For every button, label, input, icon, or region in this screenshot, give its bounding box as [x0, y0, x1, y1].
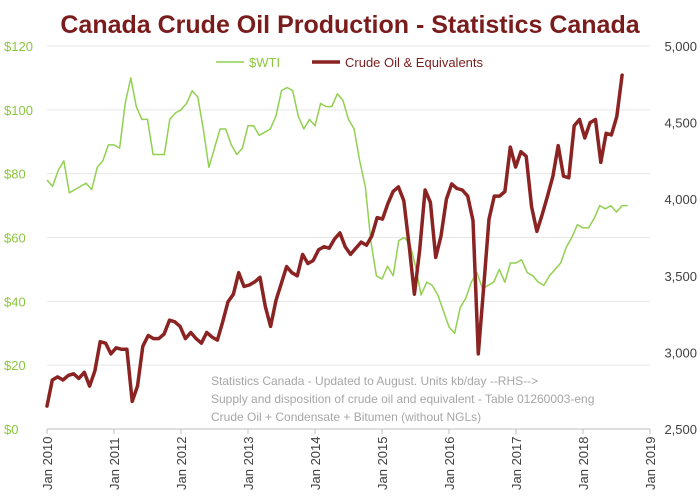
left-axis-ticks: $0 $20 $40 $60 $80 $100 $120 [4, 39, 33, 437]
left-tick-label: $60 [4, 231, 26, 246]
x-axis-ticks: Jan 2010 Jan 2011 Jan 2012 Jan 2013 Jan 2014… [40, 429, 658, 490]
right-axis-ticks: 2,500 3,000 3,500 4,000 4,500 5,000 [664, 39, 697, 437]
annotation-line-3: Crude Oil + Condensate + Bitumen (withou… [211, 410, 481, 424]
legend-label-wti: $WTI [249, 55, 280, 70]
legend-label-crude-oil: Crude Oil & Equivalents [345, 55, 484, 70]
left-tick-label: $0 [4, 422, 18, 437]
legend: $WTI Crude Oil & Equivalents [216, 55, 484, 70]
x-tick-label: Jan 2012 [174, 437, 189, 491]
right-tick-label: 3,500 [664, 269, 697, 284]
x-tick-label: Jan 2011 [107, 437, 122, 490]
series-line-crude-oil [45, 73, 624, 408]
x-tick-label: Jan 2010 [40, 437, 55, 491]
left-tick-label: $80 [4, 167, 26, 182]
annotation-line-2: Supply and disposition of crude oil and … [211, 392, 594, 406]
series-line-wti [46, 77, 628, 335]
left-tick-label: $40 [4, 294, 26, 309]
x-tick-label: Jan 2017 [509, 437, 524, 491]
x-tick-label: Jan 2013 [241, 437, 256, 491]
gridlines [47, 45, 650, 366]
right-tick-label: 2,500 [664, 422, 697, 437]
x-tick-label: Jan 2019 [643, 437, 658, 491]
left-tick-label: $20 [4, 358, 26, 373]
right-tick-label: 4,500 [664, 116, 697, 131]
annotation-line-1: Statistics Canada - Updated to August. U… [211, 374, 538, 388]
x-tick-label: Jan 2016 [442, 437, 457, 491]
right-tick-label: 3,000 [664, 345, 697, 360]
left-tick-label: $100 [4, 103, 33, 118]
annotation-notes: Statistics Canada - Updated to August. U… [211, 374, 594, 424]
right-tick-label: 5,000 [664, 39, 697, 54]
x-tick-label: Jan 2018 [576, 437, 591, 491]
right-tick-label: 4,000 [664, 192, 697, 207]
x-tick-label: Jan 2014 [308, 437, 323, 491]
chart-title: Canada Crude Oil Production - Statistics… [60, 11, 640, 39]
left-tick-label: $120 [4, 39, 33, 54]
x-tick-label: Jan 2015 [375, 437, 390, 491]
